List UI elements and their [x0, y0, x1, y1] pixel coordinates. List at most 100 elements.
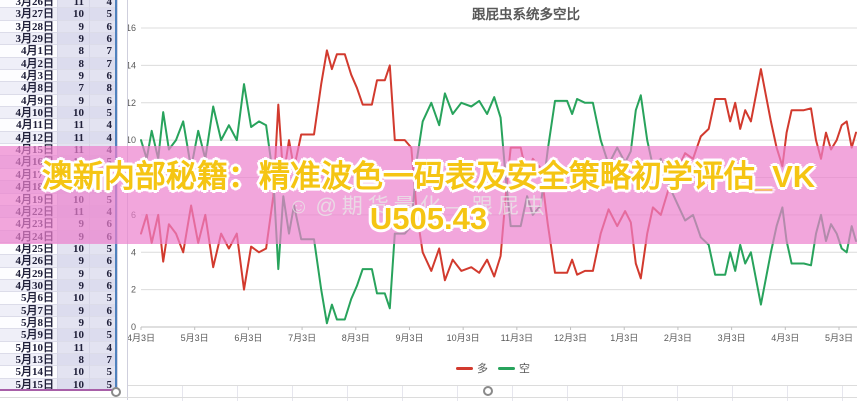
date-cell[interactable]: 4月10日: [0, 107, 58, 120]
short-value-cell[interactable]: 4: [90, 0, 118, 9]
short-value-cell[interactable]: 5: [90, 366, 118, 379]
y-tick-label: 10: [128, 135, 136, 145]
table-row[interactable]: 4月26日 9 6: [0, 255, 118, 268]
table-row[interactable]: 3月28日 9 6: [0, 20, 118, 34]
table-row[interactable]: 5月14日 10 5: [0, 366, 118, 379]
date-cell[interactable]: 3月29日: [0, 33, 58, 46]
date-cell[interactable]: 3月28日: [0, 20, 58, 34]
short-value-cell[interactable]: 6: [90, 20, 118, 34]
date-cell[interactable]: 4月25日: [0, 242, 58, 256]
short-value-cell[interactable]: 7: [90, 57, 118, 71]
selection-handle[interactable]: [111, 387, 121, 397]
short-value-cell[interactable]: 6: [90, 267, 118, 280]
short-value-cell[interactable]: 8: [90, 82, 118, 95]
date-cell[interactable]: 4月9日: [0, 94, 58, 108]
long-value-cell[interactable]: 10: [58, 242, 90, 256]
date-cell[interactable]: 4月2日: [0, 57, 58, 71]
table-row[interactable]: 3月27日 10 5: [0, 8, 118, 21]
short-value-cell[interactable]: 5: [90, 8, 118, 21]
date-cell[interactable]: 4月1日: [0, 45, 58, 58]
long-value-cell[interactable]: 9: [58, 94, 90, 108]
date-cell[interactable]: 5月13日: [0, 353, 58, 367]
table-row[interactable]: 4月8日 7 8: [0, 82, 118, 95]
short-value-cell[interactable]: 7: [90, 45, 118, 58]
date-cell[interactable]: 5月6日: [0, 292, 58, 305]
table-row[interactable]: 5月8日 9 6: [0, 316, 118, 330]
date-cell[interactable]: 4月3日: [0, 70, 58, 83]
long-value-cell[interactable]: 11: [58, 131, 90, 145]
table-row[interactable]: 4月30日 9 6: [0, 279, 118, 293]
short-value-cell[interactable]: 4: [90, 341, 118, 354]
long-value-cell[interactable]: 8: [58, 45, 90, 58]
short-value-cell[interactable]: 5: [90, 292, 118, 305]
chart-selection-handle[interactable]: [483, 386, 493, 396]
short-value-cell[interactable]: 6: [90, 70, 118, 83]
table-row[interactable]: 4月11日 11 4: [0, 119, 118, 132]
long-value-cell[interactable]: 11: [58, 119, 90, 132]
date-cell[interactable]: 5月8日: [0, 316, 58, 330]
table-row[interactable]: 4月2日 8 7: [0, 57, 118, 71]
long-value-cell[interactable]: 8: [58, 353, 90, 367]
table-row[interactable]: 3月29日 9 6: [0, 33, 118, 46]
legend-swatch: [456, 366, 473, 370]
table-row[interactable]: 4月25日 10 5: [0, 242, 118, 256]
date-cell[interactable]: 5月7日: [0, 304, 58, 317]
table-row[interactable]: 5月7日 9 6: [0, 304, 118, 317]
date-cell[interactable]: 3月27日: [0, 8, 58, 21]
long-value-cell[interactable]: 9: [58, 267, 90, 280]
long-value-cell[interactable]: 9: [58, 255, 90, 268]
date-cell[interactable]: 5月9日: [0, 329, 58, 342]
y-tick-label: 14: [128, 60, 136, 70]
table-row[interactable]: 4月3日 9 6: [0, 70, 118, 83]
short-value-cell[interactable]: 4: [90, 119, 118, 132]
table-row[interactable]: 5月9日 10 5: [0, 329, 118, 342]
long-value-cell[interactable]: 11: [58, 341, 90, 354]
date-cell[interactable]: 3月26日: [0, 0, 58, 9]
short-value-cell[interactable]: 7: [90, 353, 118, 367]
date-cell[interactable]: 4月29日: [0, 267, 58, 280]
table-row[interactable]: 5月6日 10 5: [0, 292, 118, 305]
long-value-cell[interactable]: 8: [58, 57, 90, 71]
date-cell[interactable]: 5月14日: [0, 366, 58, 379]
short-value-cell[interactable]: 6: [90, 94, 118, 108]
short-value-cell[interactable]: 5: [90, 329, 118, 342]
table-row[interactable]: 4月12日 11 4: [0, 131, 118, 145]
short-value-cell[interactable]: 6: [90, 33, 118, 46]
short-value-cell[interactable]: 5: [90, 107, 118, 120]
table-row[interactable]: 4月10日 10 5: [0, 107, 118, 120]
table-row[interactable]: 4月1日 8 7: [0, 45, 118, 58]
table-row[interactable]: 5月13日 8 7: [0, 353, 118, 367]
table-row[interactable]: 5月10日 11 4: [0, 341, 118, 354]
date-cell[interactable]: 4月11日: [0, 119, 58, 132]
date-cell[interactable]: 4月30日: [0, 279, 58, 293]
short-value-cell[interactable]: 5: [90, 242, 118, 256]
long-value-cell[interactable]: 11: [58, 0, 90, 9]
long-value-cell[interactable]: 7: [58, 82, 90, 95]
long-value-cell[interactable]: 10: [58, 107, 90, 120]
long-value-cell[interactable]: 9: [58, 33, 90, 46]
long-value-cell[interactable]: 9: [58, 316, 90, 330]
legend-swatch: [498, 366, 515, 370]
short-value-cell[interactable]: 6: [90, 304, 118, 317]
long-value-cell[interactable]: 10: [58, 8, 90, 21]
table-row[interactable]: 4月29日 9 6: [0, 267, 118, 280]
short-value-cell[interactable]: 4: [90, 131, 118, 145]
long-value-cell[interactable]: 9: [58, 20, 90, 34]
short-value-cell[interactable]: 6: [90, 279, 118, 293]
table-row[interactable]: 5月15日 10 5: [0, 378, 118, 391]
short-value-cell[interactable]: 6: [90, 316, 118, 330]
long-value-cell[interactable]: 10: [58, 366, 90, 379]
date-cell[interactable]: 4月12日: [0, 131, 58, 145]
short-value-cell[interactable]: 6: [90, 255, 118, 268]
legend-item: 空: [498, 360, 530, 376]
date-cell[interactable]: 4月26日: [0, 255, 58, 268]
long-value-cell[interactable]: 10: [58, 292, 90, 305]
date-cell[interactable]: 4月8日: [0, 82, 58, 95]
long-value-cell[interactable]: 10: [58, 329, 90, 342]
long-value-cell[interactable]: 9: [58, 304, 90, 317]
long-value-cell[interactable]: 9: [58, 279, 90, 293]
table-row[interactable]: 3月26日 11 4: [0, 0, 118, 9]
long-value-cell[interactable]: 9: [58, 70, 90, 83]
date-cell[interactable]: 5月10日: [0, 341, 58, 354]
table-row[interactable]: 4月9日 9 6: [0, 94, 118, 108]
